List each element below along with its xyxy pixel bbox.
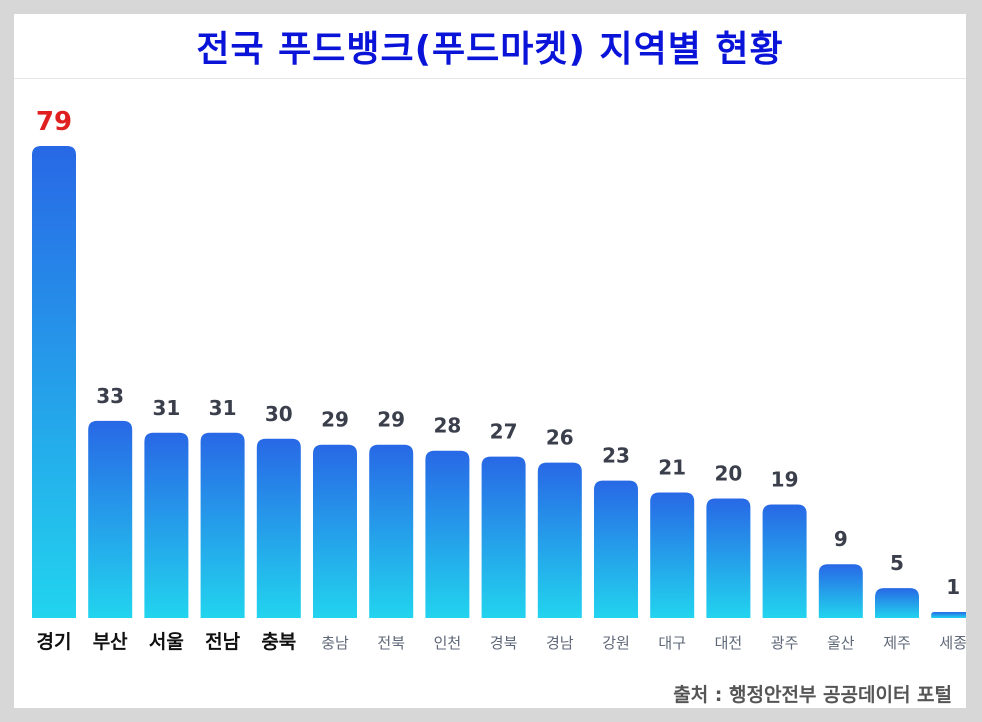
value-label-경북: 27 — [490, 420, 518, 444]
category-label-충북: 충북 — [261, 631, 296, 653]
bar-경북 — [481, 456, 526, 618]
bar-부산 — [88, 420, 133, 618]
value-label-서울: 31 — [152, 396, 180, 420]
category-label-group: 경기 부산 서울 전남 충북 충남 전북 인천 경북 경남 강원 대구 대전 광주 울산 제주 세종 — [37, 631, 966, 653]
value-label-경남: 26 — [546, 426, 574, 450]
category-label-울산: 울산 — [827, 634, 855, 652]
category-label-서울: 서울 — [149, 631, 184, 653]
value-label-전남: 31 — [209, 396, 237, 420]
category-label-전남: 전남 — [205, 631, 240, 653]
bar-광주 — [762, 504, 807, 618]
bar-chart: 79 33 31 31 30 29 29 28 27 26 23 21 20 19 9 5 1 경기 부산 서울 전남… — [32, 107, 966, 653]
bar-인천 — [425, 450, 470, 618]
category-label-제주: 제주 — [883, 634, 911, 652]
chart-title: 전국 푸드뱅크(푸드마켓) 지역별 현황 — [196, 29, 784, 70]
value-label-전북: 29 — [377, 408, 405, 432]
value-label-충남: 29 — [321, 408, 349, 432]
bar-충북 — [256, 438, 301, 618]
bar-group — [32, 146, 966, 618]
category-label-경북: 경북 — [490, 634, 518, 652]
bar-세종 — [931, 612, 966, 618]
category-label-대전: 대전 — [715, 634, 743, 652]
value-label-울산: 9 — [834, 527, 848, 551]
value-label-group: 79 33 31 31 30 29 29 28 27 26 23 21 20 19 9 5 1 — [36, 107, 960, 599]
category-label-인천: 인천 — [434, 634, 462, 652]
value-label-대구: 21 — [658, 456, 686, 480]
category-label-세종: 세종 — [939, 634, 966, 652]
bar-제주 — [875, 588, 919, 618]
value-label-강원: 23 — [602, 444, 630, 468]
bar-경기 — [32, 146, 76, 618]
bar-강원 — [594, 480, 638, 618]
value-label-세종: 1 — [946, 575, 960, 599]
category-label-전북: 전북 — [377, 634, 405, 652]
bar-충남 — [313, 444, 357, 618]
chart-frame: 전국 푸드뱅크(푸드마켓) 지역별 현황 79 33 31 31 30 29 29 28 27 2… — [14, 14, 966, 708]
title-bar: 전국 푸드뱅크(푸드마켓) 지역별 현황 — [14, 14, 966, 79]
value-label-충북: 30 — [265, 402, 293, 426]
category-label-광주: 광주 — [771, 634, 799, 652]
value-label-대전: 20 — [714, 462, 742, 486]
value-label-부산: 33 — [96, 384, 124, 408]
bar-울산 — [818, 564, 863, 618]
source-note: 출처 : 행정안전부 공공데이터 포털 — [673, 684, 952, 706]
value-label-인천: 28 — [433, 414, 461, 438]
value-label-제주: 5 — [890, 551, 904, 575]
category-label-대구: 대구 — [658, 634, 686, 652]
category-label-부산: 부산 — [93, 631, 128, 653]
bar-대전 — [706, 498, 751, 618]
category-label-강원: 강원 — [602, 634, 630, 652]
category-label-경남: 경남 — [546, 634, 574, 652]
bar-전북 — [369, 444, 414, 618]
bar-대구 — [650, 492, 695, 618]
bar-경남 — [537, 462, 582, 618]
value-label-경기: 79 — [36, 107, 72, 137]
bar-서울 — [144, 432, 189, 618]
category-label-경기: 경기 — [37, 631, 72, 653]
category-label-충남: 충남 — [321, 634, 349, 652]
value-label-광주: 19 — [771, 467, 799, 491]
bar-전남 — [200, 432, 245, 618]
